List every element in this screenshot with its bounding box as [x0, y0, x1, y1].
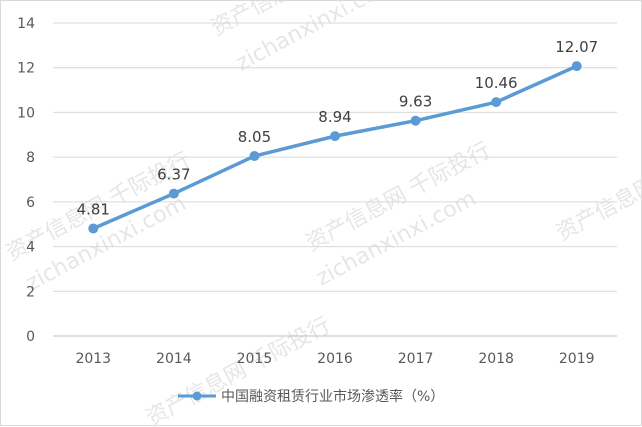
x-tick-label: 2016 — [317, 351, 353, 367]
data-point — [168, 188, 179, 199]
legend-marker-swatch — [192, 391, 202, 401]
x-tick-label: 2014 — [156, 351, 192, 367]
y-tick-label: 2 — [26, 284, 35, 300]
data-point — [88, 223, 99, 234]
data-point — [249, 151, 260, 162]
y-axis: 0 2 4 6 8 10 12 14 — [17, 16, 35, 345]
y-tick-label: 10 — [17, 105, 35, 121]
data-label: 9.63 — [399, 93, 432, 111]
data-point — [571, 61, 582, 72]
data-label: 6.37 — [157, 166, 190, 184]
x-tick-label: 2017 — [398, 351, 434, 367]
data-label: 4.81 — [77, 200, 110, 218]
data-label: 12.07 — [555, 38, 598, 56]
legend: 中国融资租赁行业市场渗透率（%） — [178, 388, 444, 405]
data-point — [410, 115, 421, 126]
data-label: 8.94 — [318, 108, 351, 126]
y-tick-label: 8 — [26, 150, 35, 166]
data-label: 10.46 — [475, 74, 518, 92]
gridlines — [53, 22, 617, 337]
x-axis: 2013 2014 2015 2016 2017 2018 2019 — [75, 351, 594, 367]
y-tick-label: 4 — [26, 240, 35, 256]
x-tick-label: 2018 — [478, 351, 514, 367]
y-tick-label: 6 — [26, 195, 35, 211]
data-point — [330, 131, 340, 142]
legend-label: 中国融资租赁行业市场渗透率（%） — [221, 388, 444, 405]
x-tick-label: 2013 — [75, 351, 111, 367]
x-tick-label: 2019 — [559, 351, 595, 367]
series-layer — [88, 61, 582, 234]
y-tick-label: 14 — [17, 16, 35, 32]
y-tick-label: 12 — [17, 61, 35, 77]
data-labels: 4.81 6.37 8.05 8.94 9.63 10.46 12.07 — [77, 38, 599, 218]
data-point — [491, 97, 502, 108]
watermark-text: 资产信息网 千际投行 — [142, 313, 335, 427]
data-label: 8.05 — [238, 128, 271, 146]
x-tick-label: 2015 — [237, 351, 273, 367]
watermark-text: 资产信息网 千际投行 — [552, 128, 642, 246]
y-tick-label: 0 — [26, 329, 35, 345]
